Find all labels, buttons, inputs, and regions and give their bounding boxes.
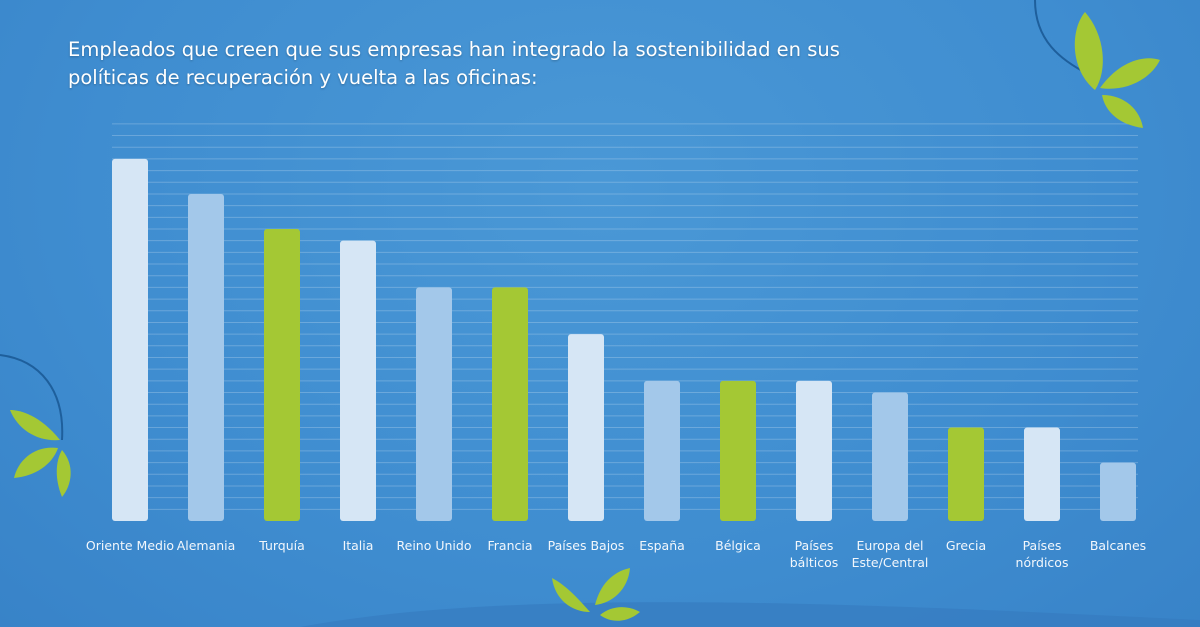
bar — [948, 427, 984, 521]
category-label: España — [639, 538, 685, 553]
category-label: Reino Unido — [397, 538, 472, 553]
category-label: Países Bajos — [548, 538, 625, 553]
leaf-icon — [552, 568, 640, 621]
bar — [568, 334, 604, 521]
bar — [340, 240, 376, 521]
category-label: Balcanes — [1090, 538, 1146, 553]
bar — [492, 287, 528, 521]
category-label: Países nórdicos — [1016, 538, 1069, 570]
leaf-icon — [10, 410, 71, 497]
category-labels: Oriente Medio Alemania Turquía Italia Reino … — [86, 538, 1146, 570]
bar — [796, 380, 832, 521]
category-label: Francia — [487, 538, 532, 553]
bars — [112, 158, 1136, 522]
category-label: Italia — [343, 538, 374, 553]
leaf-icon — [1074, 12, 1160, 128]
bar — [720, 380, 756, 521]
category-label: Bélgica — [715, 538, 761, 553]
category-label: Turquía — [258, 538, 305, 553]
category-label: Oriente Medio — [86, 538, 174, 553]
bar — [644, 380, 680, 521]
category-label: Alemania — [177, 538, 236, 553]
bar — [1024, 427, 1060, 521]
category-label: Países bálticos — [790, 538, 838, 570]
bar — [264, 229, 300, 521]
bar — [1100, 462, 1136, 521]
bar — [188, 193, 224, 521]
bar — [872, 392, 908, 521]
chart-title: Empleados que creen que sus empresas han… — [68, 38, 840, 89]
bar — [112, 158, 148, 522]
category-label: Europa del Este/Central — [852, 538, 929, 570]
category-label: Grecia — [946, 538, 986, 553]
bar — [416, 287, 452, 521]
